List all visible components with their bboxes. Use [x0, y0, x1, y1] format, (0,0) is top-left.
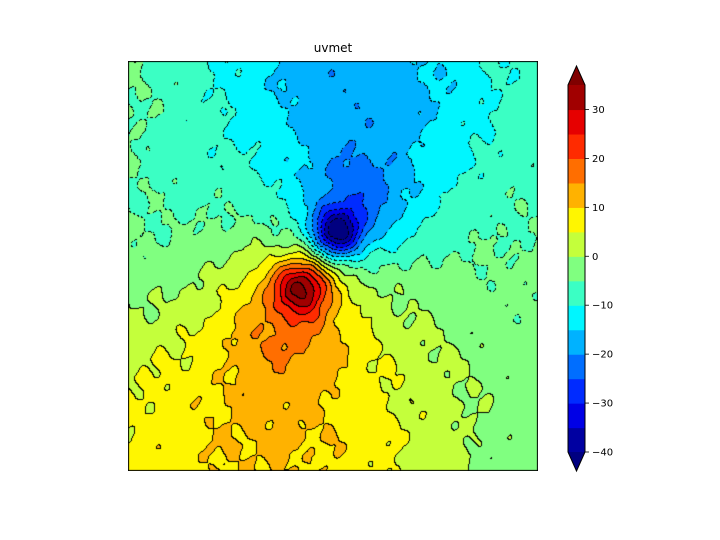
colorbar-segment — [568, 207, 585, 233]
colorbar-segment — [568, 109, 585, 135]
colorbar-tick-label: −20 — [592, 350, 613, 361]
colorbar-segment — [568, 354, 585, 380]
colorbar-segment — [568, 231, 585, 257]
colorbar-segment — [568, 280, 585, 306]
colorbar-segment — [568, 133, 585, 159]
colorbar-tick-label: −10 — [592, 301, 613, 312]
contour-plot-canvas — [128, 61, 538, 471]
colorbar-over-arrow — [568, 66, 585, 85]
colorbar-segment — [568, 378, 585, 404]
colorbar-segment — [568, 182, 585, 208]
colorbar-segment — [568, 403, 585, 429]
colorbar-tick-label: 0 — [592, 252, 598, 263]
colorbar-segment — [568, 158, 585, 184]
colorbar-tick-label: 20 — [592, 154, 605, 165]
colorbar-under-arrow — [568, 452, 585, 471]
colorbar-segment — [568, 256, 585, 282]
colorbar-segment — [568, 329, 585, 355]
plot-title: uvmet — [313, 41, 353, 55]
colorbar-segment — [568, 85, 585, 111]
colorbar-tick-label: −30 — [592, 399, 613, 410]
colorbar: 30 20 10 0 −10 −20 −30 −40 — [567, 64, 613, 473]
colorbar-segment — [568, 305, 585, 331]
colorbar-tick-label: 30 — [592, 105, 605, 116]
colorbar-tick-label: 10 — [592, 203, 605, 214]
colorbar-tick-label: −40 — [592, 448, 613, 459]
colorbar-segment — [568, 427, 585, 453]
